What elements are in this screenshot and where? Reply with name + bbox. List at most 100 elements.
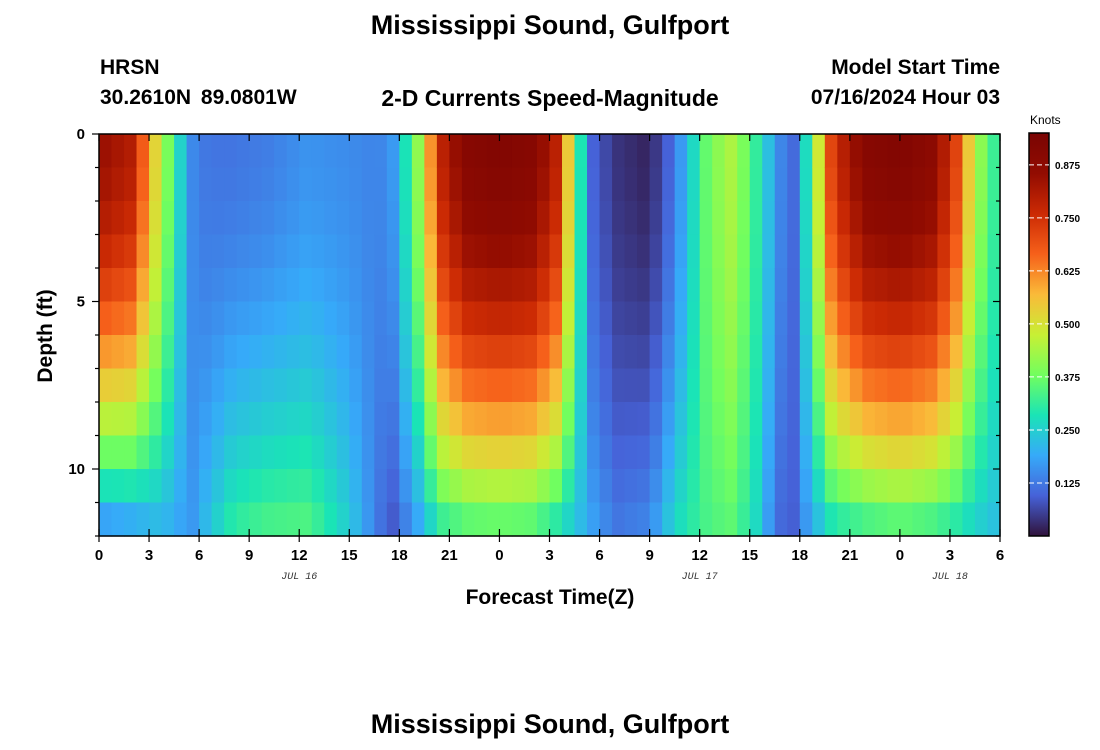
heatmap-cell	[449, 435, 463, 470]
heatmap-cell	[649, 234, 663, 269]
heatmap-cell	[949, 368, 964, 403]
heatmap-cell	[249, 201, 263, 236]
heatmap-cell	[724, 301, 738, 336]
heatmap-cell	[862, 435, 876, 470]
heatmap-cell	[774, 368, 788, 403]
heatmap-cell	[587, 469, 601, 504]
heatmap-cell	[361, 134, 375, 169]
heatmap-cell	[637, 167, 651, 202]
heatmap-cell	[812, 502, 826, 537]
heatmap-cell	[799, 134, 813, 169]
heatmap-cell	[924, 335, 939, 370]
heatmap-cell	[211, 502, 225, 537]
heatmap-cell	[574, 134, 588, 169]
heatmap-cell	[311, 502, 325, 537]
heatmap-cell	[186, 469, 200, 504]
heatmap-cell	[962, 268, 976, 303]
heatmap-cell	[124, 301, 138, 336]
heatmap-cell	[899, 167, 913, 202]
heatmap-cell	[737, 502, 751, 537]
heatmap-cell	[924, 435, 939, 470]
heatmap-cell	[637, 368, 651, 403]
heatmap-cell	[762, 134, 776, 169]
heatmap-cell	[837, 167, 851, 202]
heatmap-cell	[224, 435, 238, 470]
heatmap-cell	[662, 234, 676, 269]
heatmap-cell	[99, 402, 113, 437]
heatmap-cell	[474, 502, 488, 537]
heatmap-cell	[949, 167, 964, 202]
heatmap-cell	[762, 368, 776, 403]
heatmap-cell	[612, 335, 626, 370]
heatmap-cell	[662, 301, 676, 336]
heatmap-cell	[837, 301, 851, 336]
heatmap-cell	[499, 502, 513, 537]
heatmap-cell	[974, 435, 989, 470]
heatmap-cell	[386, 234, 400, 269]
heatmap-cell	[261, 301, 275, 336]
heatmap-cell	[486, 268, 501, 303]
heatmap-cell	[562, 502, 576, 537]
heatmap-cell	[624, 301, 638, 336]
heatmap-cell	[599, 268, 613, 303]
heatmap-cell	[99, 301, 113, 336]
heatmap-cell	[712, 167, 726, 202]
heatmap-cell	[937, 134, 951, 169]
heatmap-cell	[637, 201, 651, 236]
heatmap-cell	[511, 234, 526, 269]
heatmap-cell	[349, 502, 363, 537]
heatmap-cell	[411, 469, 425, 504]
heatmap-cell	[824, 234, 838, 269]
heatmap-cell	[449, 301, 463, 336]
heatmap-cell	[549, 234, 563, 269]
heatmap-cell	[749, 368, 763, 403]
x-tick-label: 15	[741, 547, 758, 564]
heatmap-cell	[662, 435, 676, 470]
heatmap-cell	[899, 234, 913, 269]
heatmap-cell	[136, 335, 150, 370]
heatmap-cell	[649, 201, 663, 236]
heatmap-cell	[674, 201, 688, 236]
heatmap-cell	[524, 167, 538, 202]
heatmap-cell	[824, 201, 838, 236]
heatmap-cell	[687, 201, 701, 236]
heatmap-cell	[874, 368, 888, 403]
heatmap-cell	[599, 402, 613, 437]
heatmap-cell	[699, 268, 713, 303]
heatmap-cell	[549, 502, 563, 537]
heatmap-cell	[324, 368, 338, 403]
heatmap-cell	[949, 268, 964, 303]
heatmap-cell	[574, 268, 588, 303]
heatmap-cell	[937, 502, 951, 537]
heatmap-cell	[336, 435, 350, 470]
heatmap-cell	[536, 402, 551, 437]
heatmap-cell	[149, 368, 163, 403]
heatmap-cell	[687, 301, 701, 336]
heatmap-cell	[324, 502, 338, 537]
heatmap-cell	[499, 435, 513, 470]
heatmap-cell	[849, 335, 863, 370]
heatmap-cell	[637, 234, 651, 269]
heatmap-cell	[762, 167, 776, 202]
heatmap-cell	[111, 167, 125, 202]
heatmap-cell	[136, 301, 150, 336]
heatmap-cell	[949, 502, 964, 537]
heatmap-cell	[349, 368, 363, 403]
heatmap-cell	[511, 201, 526, 236]
heatmap-cell	[186, 502, 200, 537]
heatmap-cell	[436, 201, 450, 236]
heatmap-cell	[424, 167, 438, 202]
heatmap-cell	[937, 167, 951, 202]
heatmap-cell	[662, 502, 676, 537]
heatmap-cell	[962, 301, 976, 336]
heatmap-cell	[762, 469, 776, 504]
heatmap-cell	[199, 435, 213, 470]
heatmap-cell	[361, 167, 375, 202]
heatmap-cell	[774, 201, 788, 236]
heatmap-cell	[374, 402, 388, 437]
heatmap-cell	[199, 167, 213, 202]
heatmap-cell	[887, 502, 901, 537]
heatmap-cell	[399, 435, 413, 470]
x-tick-label: 12	[691, 547, 708, 564]
heatmap-cell	[199, 201, 213, 236]
